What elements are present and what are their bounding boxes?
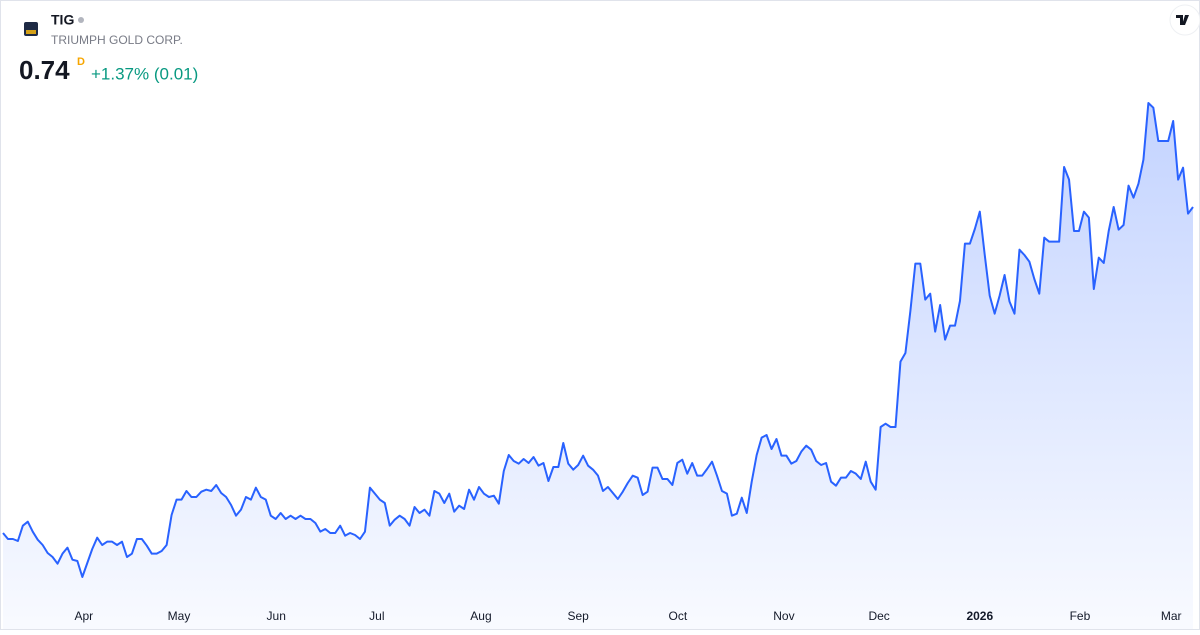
logo [24, 22, 38, 36]
symbol: TIG [51, 12, 74, 28]
status-dot [78, 17, 84, 23]
company-name: TRIUMPH GOLD CORP. [51, 33, 183, 47]
last-price: 0.74 [19, 55, 70, 85]
interval: D [77, 56, 85, 68]
plot-area: AprMayJunJulAugSepOctNovDec2026FebMar [2, 102, 1194, 629]
brand-logo[interactable] [1169, 4, 1200, 36]
price-line [2, 102, 1194, 578]
price-change: +1.37% (0.01) [91, 64, 198, 83]
area-fill [3, 103, 1193, 629]
